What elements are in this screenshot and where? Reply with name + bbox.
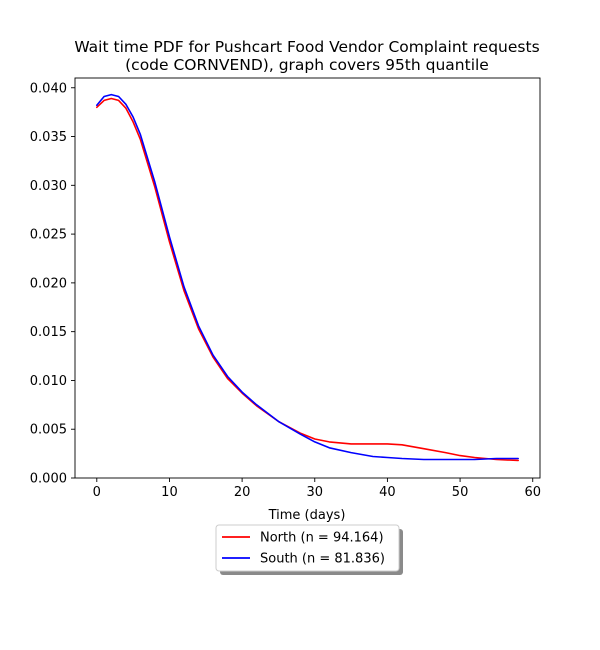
legend-label-south: South (n = 81.836) <box>260 552 385 567</box>
legend-box <box>215 524 400 572</box>
x-tick-label: 50 <box>452 485 469 500</box>
x-tick-label: 60 <box>524 485 541 500</box>
x-axis: 0 10 20 30 40 50 60 <box>93 478 541 500</box>
x-tick-label: 20 <box>234 485 251 500</box>
y-tick-label: 0.035 <box>30 130 67 145</box>
x-tick-label: 10 <box>161 485 178 500</box>
y-tick-label: 0.020 <box>30 276 67 291</box>
chart-title: Wait time PDF for Pushcart Food Vendor C… <box>74 38 539 56</box>
x-tick-label: 40 <box>379 485 396 500</box>
plot-frame <box>74 77 541 479</box>
legend: North (n = 94.164) South (n = 81.836) <box>215 524 403 575</box>
x-tick-label: 0 <box>93 485 101 500</box>
legend-label-north: North (n = 94.164) <box>260 531 384 546</box>
y-tick-label: 0.030 <box>30 179 67 194</box>
y-tick-label: 0.025 <box>30 228 67 243</box>
series-line-south <box>96 93 520 461</box>
y-tick-label: 0.005 <box>30 423 67 438</box>
x-tick-label: 30 <box>306 485 323 500</box>
y-tick-label: 0.040 <box>30 81 67 96</box>
plot-area: 0 10 20 30 40 50 60 0.0000.0050.0100.0150.0200… <box>30 77 541 500</box>
legend-entries: North (n = 94.164) South (n = 81.836) <box>222 531 385 567</box>
chart-subtitle: (code CORNVEND), graph covers 95th quant… <box>125 56 489 74</box>
y-axis: 0.000 0.005 0.010 0.015 0.020 0.025 0.030 0.035… <box>30 81 75 487</box>
y-tick-label: 0.010 <box>30 374 67 389</box>
x-axis-label: Time (days) <box>268 508 346 523</box>
y-tick-label: 0.015 <box>30 325 67 340</box>
plot-background <box>75 78 540 478</box>
series-layer <box>96 93 520 462</box>
y-tick-label: 0.000 <box>30 472 67 487</box>
